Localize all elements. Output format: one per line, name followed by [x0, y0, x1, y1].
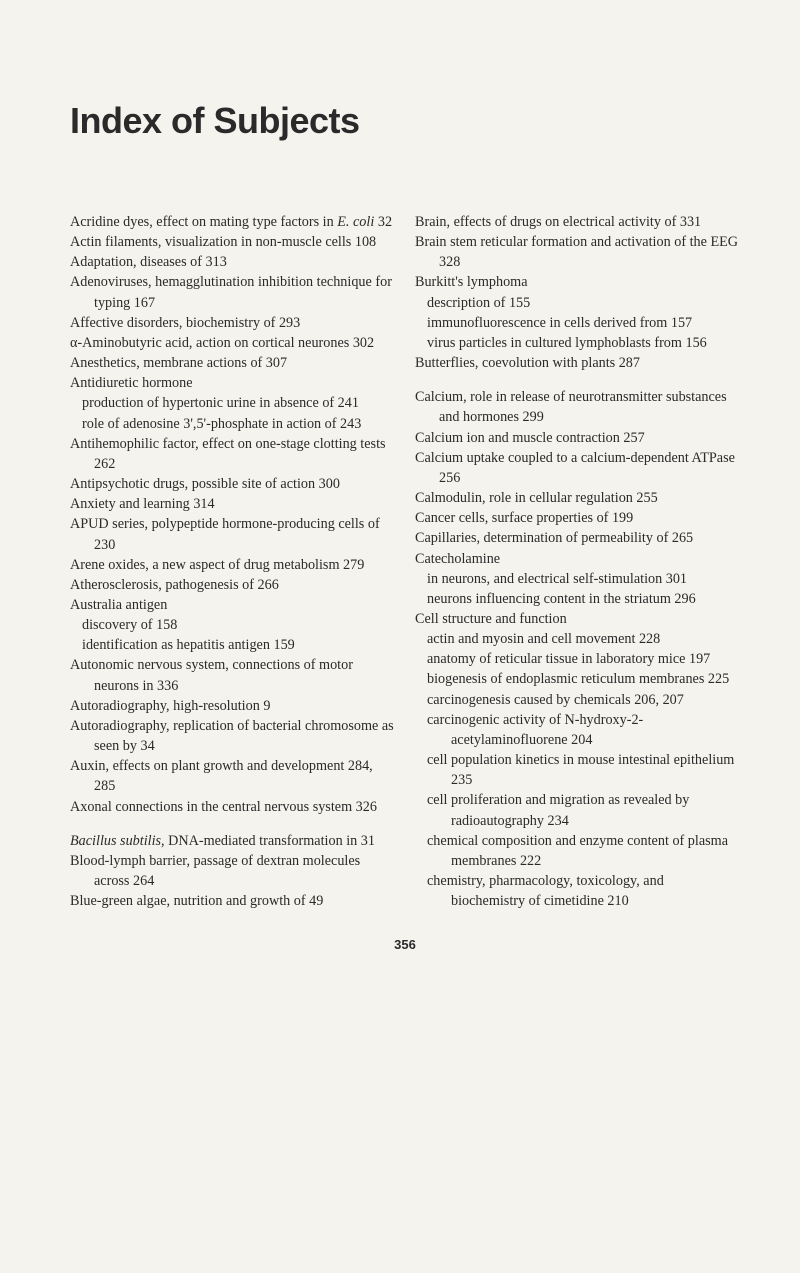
- index-subentry: immunofluorescence in cells derived from…: [415, 313, 740, 333]
- index-entry: Blue-green algae, nutrition and growth o…: [70, 891, 395, 911]
- section-spacer: [70, 817, 395, 831]
- index-entry: Acridine dyes, effect on mating type fac…: [70, 212, 395, 232]
- index-entry: Butterflies, coevolution with plants 287: [415, 353, 740, 373]
- index-entry: Calcium, role in release of neurotransmi…: [415, 387, 740, 427]
- page-title: Index of Subjects: [70, 100, 740, 142]
- index-entry: α-Aminobutyric acid, action on cortical …: [70, 333, 395, 353]
- index-subentry: actin and myosin and cell movement 228: [415, 629, 740, 649]
- index-subentry: carcinogenesis caused by chemicals 206, …: [415, 690, 740, 710]
- index-columns: Acridine dyes, effect on mating type fac…: [70, 212, 740, 911]
- index-entry: Auxin, effects on plant growth and devel…: [70, 756, 395, 796]
- index-entry: Arene oxides, a new aspect of drug metab…: [70, 555, 395, 575]
- index-entry: Anxiety and learning 314: [70, 494, 395, 514]
- index-subentry: virus particles in cultured lymphoblasts…: [415, 333, 740, 353]
- index-entry: Calcium ion and muscle contraction 257: [415, 428, 740, 448]
- index-entry: Antihemophilic factor, effect on one-sta…: [70, 434, 395, 474]
- index-entry: Calmodulin, role in cellular regulation …: [415, 488, 740, 508]
- index-subentry: in neurons, and electrical self-stimulat…: [415, 569, 740, 589]
- index-entry: Blood-lymph barrier, passage of dextran …: [70, 851, 395, 891]
- index-entry: Autoradiography, high-resolution 9: [70, 696, 395, 716]
- index-entry: Antidiuretic hormone: [70, 373, 395, 393]
- index-entry: Adaptation, diseases of 313: [70, 252, 395, 272]
- index-subentry: description of 155: [415, 293, 740, 313]
- index-entry: Atherosclerosis, pathogenesis of 266: [70, 575, 395, 595]
- index-subentry: role of adenosine 3',5'-phosphate in act…: [70, 414, 395, 434]
- index-entry: Bacillus subtilis, DNA-mediated transfor…: [70, 831, 395, 851]
- index-entry: Actin filaments, visualization in non-mu…: [70, 232, 395, 252]
- index-subentry: chemical composition and enzyme content …: [415, 831, 740, 871]
- index-entry: Calcium uptake coupled to a calcium-depe…: [415, 448, 740, 488]
- index-subentry: chemistry, pharmacology, toxicology, and…: [415, 871, 740, 911]
- index-subentry: production of hypertonic urine in absenc…: [70, 393, 395, 413]
- index-entry: Adenoviruses, hemagglutination inhibitio…: [70, 272, 395, 312]
- index-subentry: cell population kinetics in mouse intest…: [415, 750, 740, 790]
- index-subentry: neurons influencing content in the stria…: [415, 589, 740, 609]
- index-entry: Axonal connections in the central nervou…: [70, 797, 395, 817]
- document-page: Index of Subjects Acridine dyes, effect …: [0, 0, 800, 992]
- index-entry: Cell structure and function: [415, 609, 740, 629]
- index-entry: Anesthetics, membrane actions of 307: [70, 353, 395, 373]
- index-entry: Affective disorders, biochemistry of 293: [70, 313, 395, 333]
- index-entry: Burkitt's lymphoma: [415, 272, 740, 292]
- index-entry: Antipsychotic drugs, possible site of ac…: [70, 474, 395, 494]
- index-entry: Autoradiography, replication of bacteria…: [70, 716, 395, 756]
- index-subentry: cell proliferation and migration as reve…: [415, 790, 740, 830]
- index-entry: Capillaries, determination of permeabili…: [415, 528, 740, 548]
- index-entry: Catecholamine: [415, 549, 740, 569]
- index-subentry: identification as hepatitis antigen 159: [70, 635, 395, 655]
- section-spacer: [415, 373, 740, 387]
- index-entry: APUD series, polypeptide hormone-produci…: [70, 514, 395, 554]
- index-entry: Australia antigen: [70, 595, 395, 615]
- index-entry: Autonomic nervous system, connections of…: [70, 655, 395, 695]
- index-subentry: anatomy of reticular tissue in laborator…: [415, 649, 740, 669]
- index-entry: Cancer cells, surface properties of 199: [415, 508, 740, 528]
- index-entry: Brain stem reticular formation and activ…: [415, 232, 740, 272]
- index-entry: Brain, effects of drugs on electrical ac…: [415, 212, 740, 232]
- index-subentry: carcinogenic activity of N-hydroxy-2-ace…: [415, 710, 740, 750]
- page-number: 356: [70, 937, 740, 952]
- index-subentry: discovery of 158: [70, 615, 395, 635]
- index-subentry: biogenesis of endoplasmic reticulum memb…: [415, 669, 740, 689]
